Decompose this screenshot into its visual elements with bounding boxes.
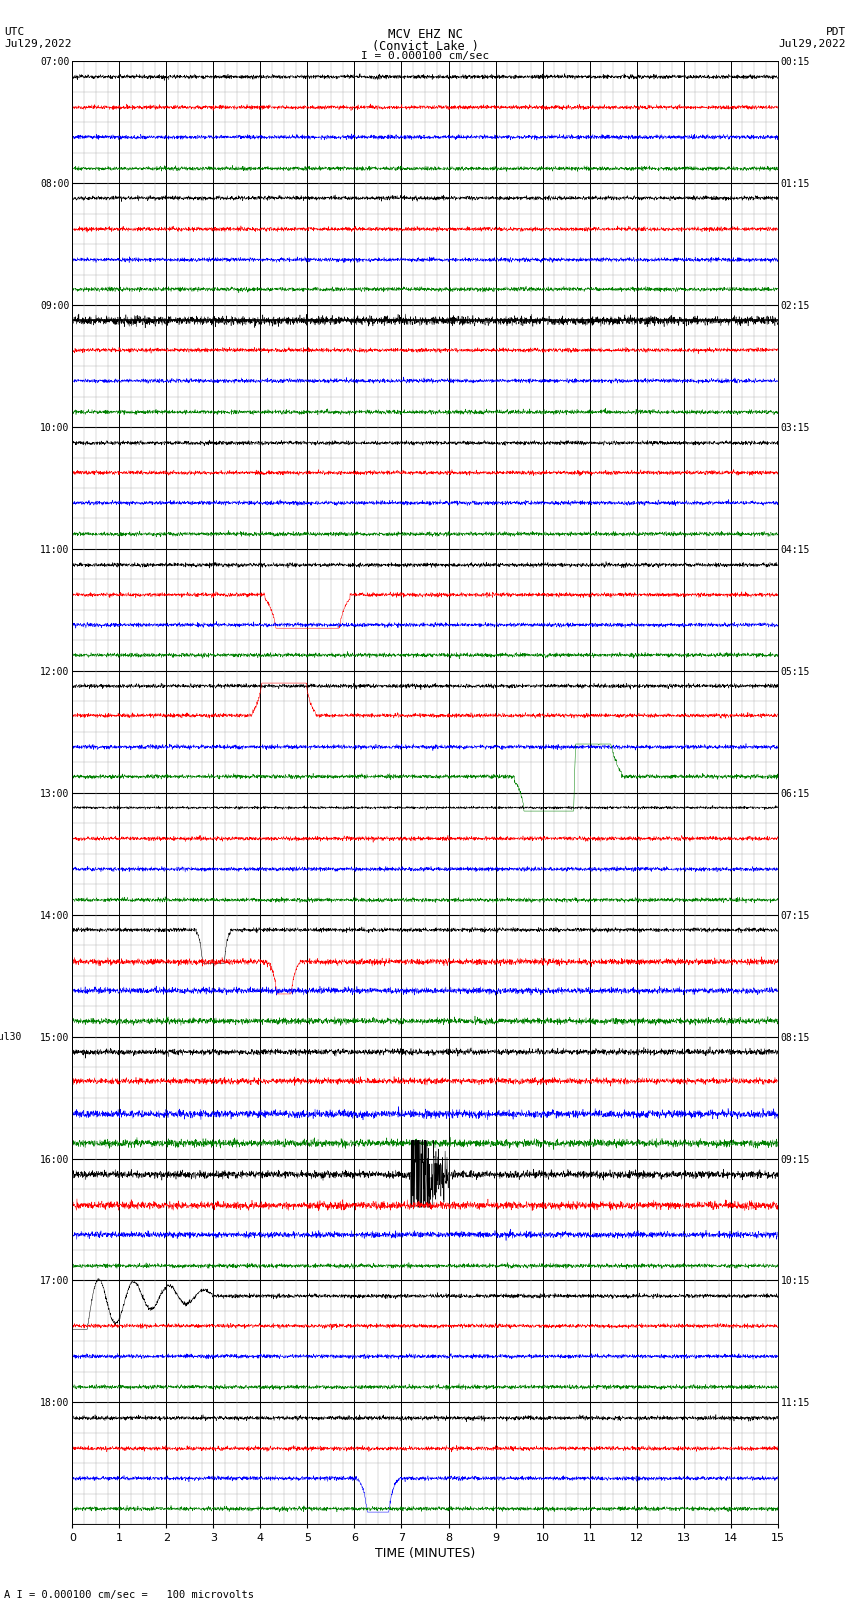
Text: A I = 0.000100 cm/sec =   100 microvolts: A I = 0.000100 cm/sec = 100 microvolts [4, 1590, 254, 1600]
Text: I = 0.000100 cm/sec: I = 0.000100 cm/sec [361, 50, 489, 61]
Text: PDT: PDT [825, 27, 846, 37]
Text: MCV EHZ NC: MCV EHZ NC [388, 29, 462, 42]
Text: Jul30: Jul30 [0, 1032, 21, 1042]
Text: Jul29,2022: Jul29,2022 [4, 39, 71, 48]
Text: UTC: UTC [4, 27, 25, 37]
Text: (Convict Lake ): (Convict Lake ) [371, 39, 479, 53]
X-axis label: TIME (MINUTES): TIME (MINUTES) [375, 1547, 475, 1560]
Text: Jul29,2022: Jul29,2022 [779, 39, 846, 48]
